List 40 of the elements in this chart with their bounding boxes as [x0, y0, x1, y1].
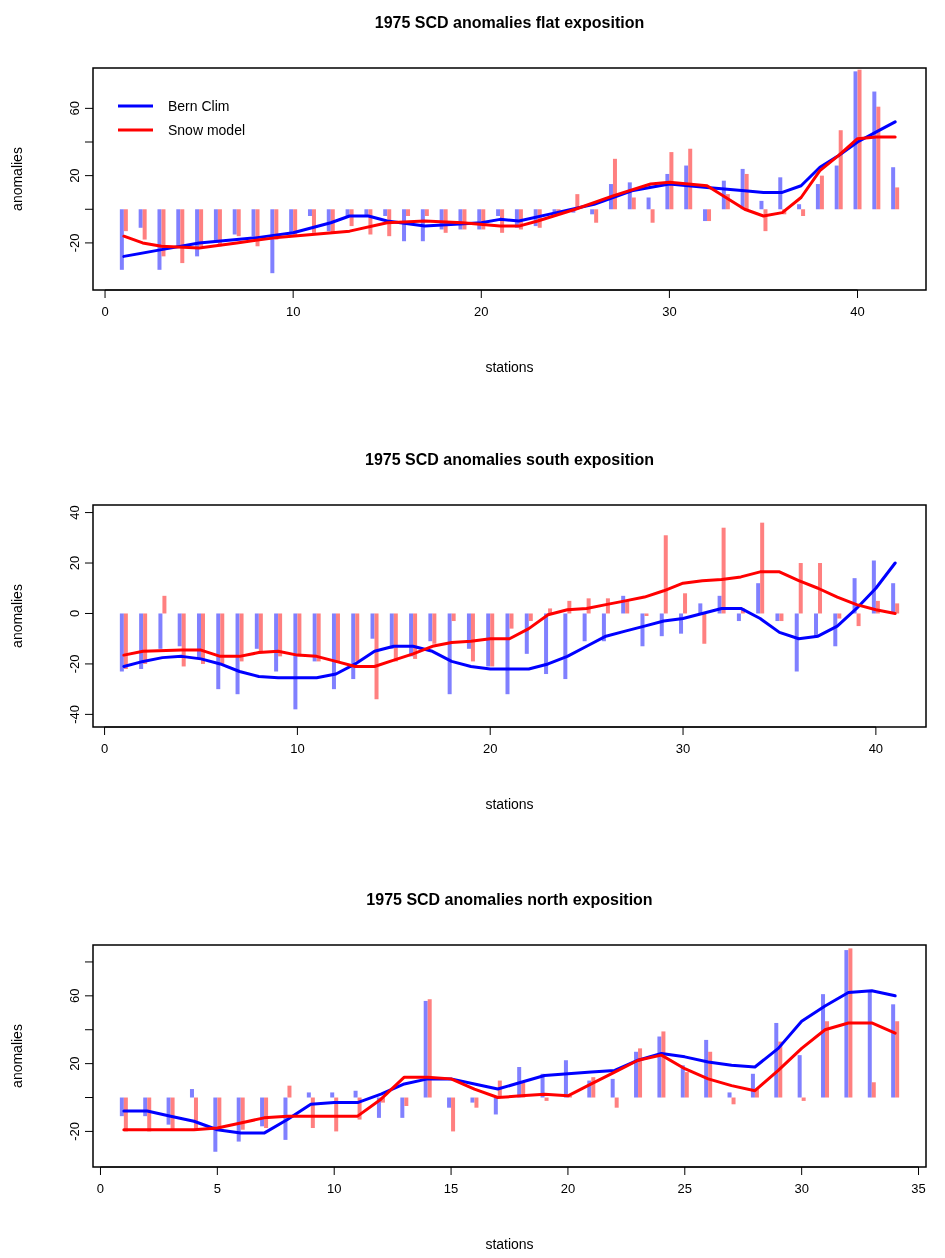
x-tick-label: 0	[101, 304, 109, 319]
x-tick-label: 0	[96, 1181, 105, 1196]
y-tick-label: 60	[67, 988, 82, 1004]
y-tick-label: -40	[67, 704, 82, 724]
x-tick-label: 40	[850, 304, 865, 319]
x-tick-label: 10	[326, 1181, 342, 1196]
y-axis-title: anomalies	[9, 584, 25, 648]
chart-title: 1975 SCD anomalies south exposition	[365, 451, 654, 468]
y-axis-title: anomalies	[9, 1024, 25, 1088]
x-tick-label: 30	[662, 304, 677, 319]
x-tick-label: 15	[443, 1181, 459, 1196]
legend-label: Bern Clim	[168, 98, 230, 114]
x-axis-title: stations	[485, 1236, 534, 1252]
x-tick-label: 35	[911, 1181, 926, 1196]
y-tick-label: -20	[67, 1122, 82, 1141]
x-tick-label: 10	[285, 304, 301, 319]
y-axis-title: anomalies	[9, 147, 25, 211]
x-axis-title: stations	[485, 796, 534, 812]
legend-label: Snow model	[168, 122, 246, 138]
x-tick-label: 40	[868, 741, 884, 756]
x-tick-label: 10	[290, 741, 305, 756]
x-tick-label: 20	[482, 741, 498, 756]
x-axis-title: stations	[485, 359, 534, 375]
y-tick-label: 0	[67, 609, 82, 618]
x-tick-label: 25	[677, 1181, 693, 1196]
x-tick-label: 0	[100, 741, 109, 756]
y-tick-label: 20	[67, 555, 82, 571]
x-tick-label: 5	[213, 1181, 221, 1196]
y-tick-label: 40	[67, 505, 82, 520]
x-tick-label: 20	[474, 304, 489, 319]
chart-title: 1975 SCD anomalies flat exposition	[374, 14, 645, 31]
y-tick-label: -20	[67, 233, 82, 253]
y-tick-label: 60	[67, 101, 82, 116]
y-tick-label: 20	[67, 168, 82, 183]
y-tick-label: -20	[67, 654, 82, 674]
x-tick-label: 30	[794, 1181, 809, 1196]
chart-title: 1975 SCD anomalies north exposition	[366, 891, 653, 908]
y-tick-label: 20	[67, 1056, 82, 1071]
x-tick-label: 20	[560, 1181, 576, 1196]
x-tick-label: 30	[675, 741, 691, 756]
